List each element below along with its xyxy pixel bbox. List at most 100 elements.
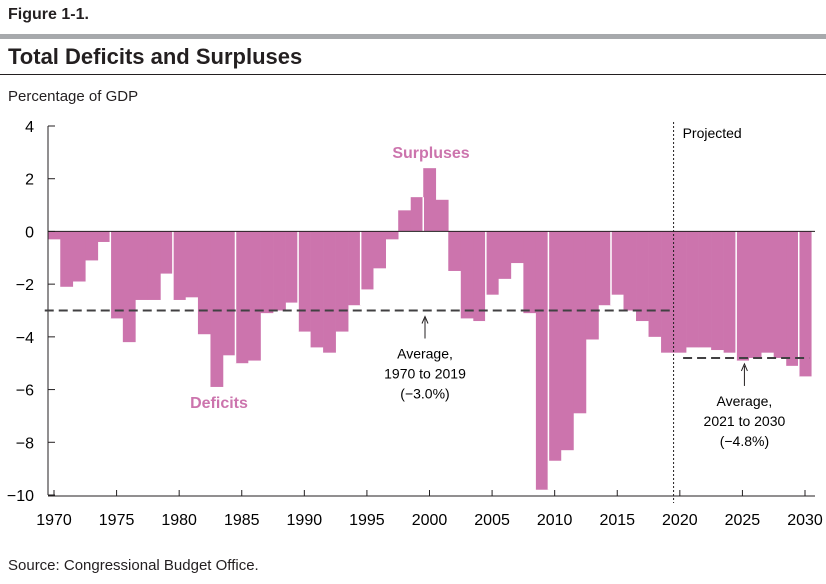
bar-1978 bbox=[147, 231, 161, 300]
bar-2008 bbox=[523, 231, 537, 314]
bar-2012 bbox=[573, 231, 587, 414]
bar-2018 bbox=[648, 231, 662, 337]
bar-2015 bbox=[610, 231, 624, 295]
bar-2003 bbox=[460, 231, 474, 319]
average-text-proj: Average, bbox=[717, 393, 773, 409]
arrow-head-icon bbox=[740, 362, 748, 372]
bar-2023 bbox=[711, 231, 724, 351]
source-note: Source: Congressional Budget Office. bbox=[8, 557, 259, 574]
x-tick-label: 1970 bbox=[36, 512, 72, 529]
bar-1997 bbox=[385, 231, 399, 240]
x-tick-label: 1975 bbox=[99, 512, 135, 529]
bar-1990 bbox=[298, 231, 311, 332]
bar-1971 bbox=[60, 231, 74, 287]
x-tick-label: 1995 bbox=[349, 512, 385, 529]
bar-1982 bbox=[197, 231, 211, 335]
bar-2010 bbox=[548, 231, 562, 461]
y-tick-label: −6 bbox=[16, 383, 34, 400]
bar-1983 bbox=[210, 231, 224, 387]
bar-1975 bbox=[110, 231, 124, 319]
x-tick-label: 2025 bbox=[725, 512, 761, 529]
bar-2004 bbox=[473, 231, 487, 322]
top-rule bbox=[0, 34, 826, 39]
x-tick-label: 2010 bbox=[537, 512, 573, 529]
average-text-proj: 2021 to 2030 bbox=[704, 413, 786, 429]
bar-1991 bbox=[310, 231, 324, 348]
bar-1974 bbox=[97, 231, 111, 242]
y-tick-label: 0 bbox=[25, 224, 34, 241]
arrow-head-icon bbox=[421, 315, 429, 324]
bar-2017 bbox=[636, 231, 649, 322]
bar-1987 bbox=[260, 231, 274, 314]
bar-1985 bbox=[235, 231, 249, 364]
y-tick-label: −2 bbox=[16, 277, 34, 294]
projected-label: Projected bbox=[683, 125, 742, 141]
bar-2005 bbox=[485, 231, 499, 295]
bar-2000 bbox=[423, 168, 437, 232]
x-tick-label: 1990 bbox=[287, 512, 323, 529]
y-tick-label: −4 bbox=[16, 330, 34, 347]
x-tick-label: 2030 bbox=[787, 512, 823, 529]
deficits-label: Deficits bbox=[190, 395, 248, 412]
bar-2021 bbox=[686, 231, 699, 348]
average-text-hist: Average, bbox=[397, 346, 453, 362]
bar-2006 bbox=[498, 231, 512, 279]
bar-1998 bbox=[398, 210, 412, 232]
bar-1980 bbox=[172, 231, 186, 300]
bar-1993 bbox=[335, 231, 349, 332]
bar-1981 bbox=[185, 231, 199, 298]
title-rule bbox=[0, 74, 826, 75]
average-text-hist: (−3.0%) bbox=[400, 386, 449, 402]
y-tick-label: 4 bbox=[25, 119, 34, 136]
chart-title: Total Deficits and Surpluses bbox=[8, 44, 303, 69]
average-text-hist: 1970 to 2019 bbox=[384, 366, 466, 382]
bar-2002 bbox=[448, 231, 462, 271]
bar-1988 bbox=[273, 231, 286, 311]
bar-2026 bbox=[748, 231, 762, 358]
y-tick-label: −8 bbox=[16, 435, 34, 452]
x-tick-label: 2015 bbox=[599, 512, 635, 529]
bar-1979 bbox=[160, 231, 174, 274]
x-tick-label: 2000 bbox=[412, 512, 448, 529]
average-text-proj: (−4.8%) bbox=[720, 433, 769, 449]
bar-1999 bbox=[410, 197, 424, 232]
y-axis-label: Percentage of GDP bbox=[8, 88, 139, 105]
y-tick-label: 2 bbox=[25, 172, 34, 189]
bar-2001 bbox=[435, 199, 449, 232]
bar-2027 bbox=[761, 231, 775, 353]
bar-2007 bbox=[510, 231, 524, 264]
x-tick-label: 1985 bbox=[224, 512, 260, 529]
bar-1996 bbox=[373, 231, 386, 269]
bar-1977 bbox=[135, 231, 149, 300]
bar-2019 bbox=[661, 231, 674, 353]
bar-2022 bbox=[698, 231, 712, 348]
bar-1992 bbox=[323, 231, 336, 353]
bar-1994 bbox=[348, 231, 361, 306]
bar-2011 bbox=[560, 231, 574, 451]
bar-1995 bbox=[360, 231, 374, 290]
x-tick-label: 2020 bbox=[662, 512, 698, 529]
x-tick-label: 1980 bbox=[161, 512, 197, 529]
bar-2025 bbox=[736, 231, 749, 361]
bar-1976 bbox=[122, 231, 136, 343]
bar-2020 bbox=[673, 231, 687, 353]
bar-1972 bbox=[72, 231, 86, 282]
bar-2013 bbox=[585, 231, 599, 340]
bar-2029 bbox=[786, 231, 800, 366]
bar-1970 bbox=[47, 231, 61, 240]
surpluses-label: Surpluses bbox=[392, 145, 469, 162]
x-tick-label: 2005 bbox=[474, 512, 510, 529]
bar-2028 bbox=[773, 231, 787, 358]
bar-2009 bbox=[535, 231, 549, 490]
bar-1984 bbox=[222, 231, 236, 356]
y-tick-label: −10 bbox=[7, 488, 34, 505]
bar-1986 bbox=[248, 231, 261, 361]
bar-1989 bbox=[285, 231, 299, 303]
bar-2024 bbox=[723, 231, 737, 353]
bar-2014 bbox=[598, 231, 612, 306]
bar-1973 bbox=[85, 231, 99, 261]
bar-2016 bbox=[623, 231, 637, 311]
figure-label: Figure 1-1. bbox=[8, 6, 89, 23]
